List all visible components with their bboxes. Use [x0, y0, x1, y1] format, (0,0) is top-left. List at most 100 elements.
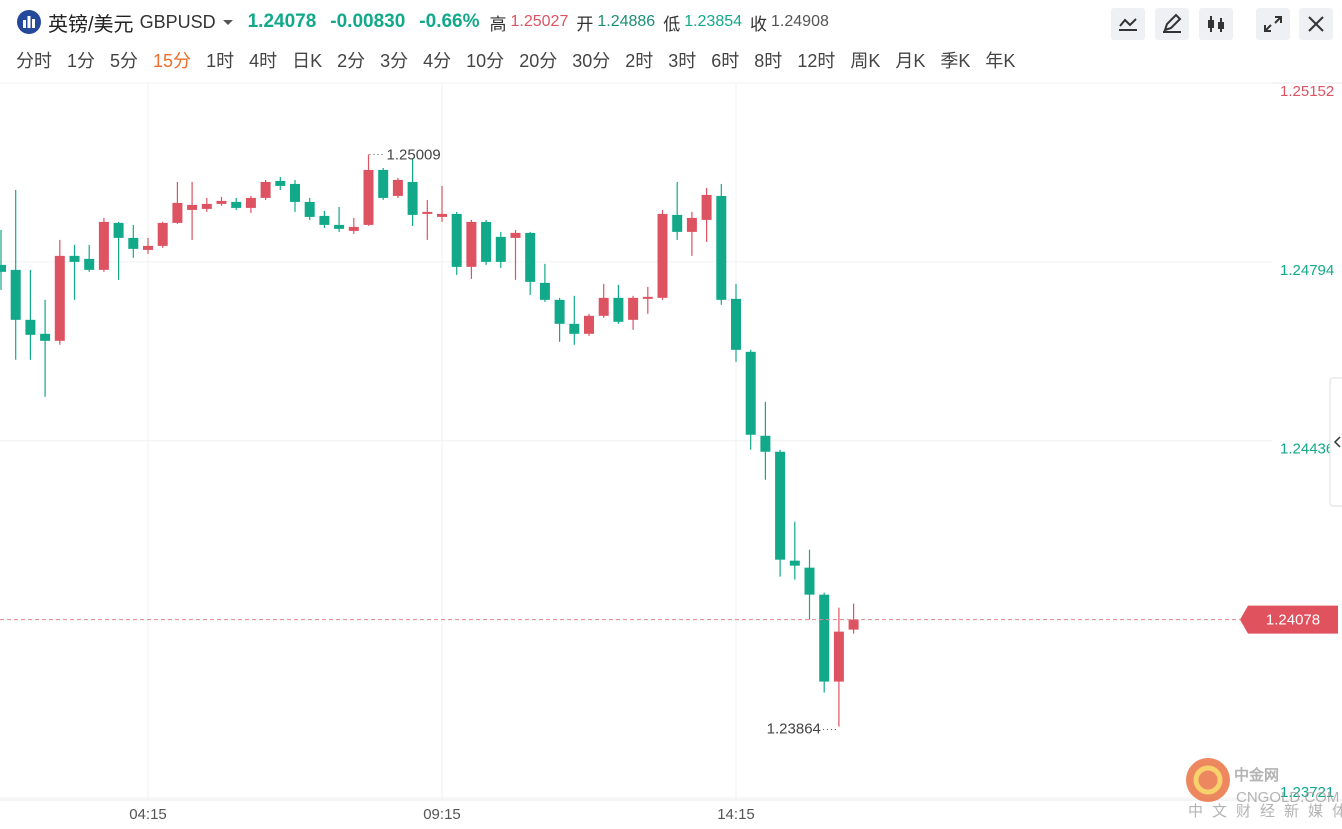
y-tick-label: 1.24794 — [1280, 262, 1334, 279]
candle-body — [819, 594, 830, 682]
period-tab[interactable]: 15分 — [153, 51, 192, 71]
watermark-brand: 中金网 — [1234, 766, 1279, 784]
candle-body — [10, 269, 21, 320]
watermark-domain: CNGOLD.COM — [1236, 789, 1339, 806]
candle-body — [628, 297, 639, 320]
period-tab[interactable]: 20分 — [519, 51, 558, 71]
period-tab[interactable]: 10分 — [466, 51, 505, 71]
period-tab[interactable]: 3时 — [668, 51, 697, 71]
period-tab[interactable]: 分时 — [16, 51, 52, 71]
candle-body — [348, 226, 359, 231]
last-price-tag — [1240, 605, 1338, 634]
header: 英镑/美元 GBPUSD 1.24078 -0.00830 -0.66% 高 1.… — [16, 8, 837, 36]
candle-body — [745, 351, 756, 435]
period-tab[interactable]: 4分 — [423, 51, 452, 71]
candle-body — [172, 202, 183, 223]
period-tabs: 分时 1分 5分 15分 1时 4时 日K 2分 3分 4分 10分 20分 30分 2时 3时 6时 8时 12… — [16, 46, 1015, 74]
period-tab[interactable]: 6时 — [711, 51, 740, 71]
icon — [1264, 16, 1282, 32]
candle-body — [201, 203, 212, 209]
candle-body — [407, 181, 418, 215]
period-tab[interactable]: 季K — [940, 51, 971, 71]
period-tab[interactable]: 30分 — [572, 51, 611, 71]
candle-body — [642, 296, 653, 299]
period-tab[interactable]: 8时 — [754, 51, 783, 71]
candle-body — [510, 232, 521, 238]
candle-body — [84, 258, 95, 270]
period-tab[interactable]: 12时 — [797, 51, 836, 71]
period-tab[interactable]: 年K — [985, 51, 1016, 71]
candle-body — [584, 315, 594, 334]
stat-value: 1.24886 — [597, 13, 656, 30]
candle-body — [319, 215, 330, 225]
x-tick-label: 14:15 — [717, 806, 755, 823]
candle-body — [231, 201, 242, 208]
icon — [1308, 16, 1324, 32]
stat-value: 1.24908 — [771, 13, 829, 30]
dropdown-arrow[interactable] — [222, 17, 234, 27]
candle-body — [789, 560, 800, 566]
candle-body — [128, 237, 139, 249]
period-tab[interactable]: 1分 — [67, 51, 96, 71]
logo-icon — [17, 10, 41, 34]
min-annotation: 1.23864 — [767, 721, 821, 738]
candle-body — [672, 214, 683, 232]
candle-body — [833, 631, 844, 682]
candle-body — [378, 169, 389, 198]
candle-body — [686, 217, 697, 232]
period-tab[interactable]: 4时 — [249, 51, 278, 71]
change-percent: -0.66% — [419, 11, 480, 32]
period-tab[interactable]: 2分 — [337, 51, 366, 71]
candle-body — [716, 195, 727, 300]
stat-value: 1.23854 — [684, 13, 743, 30]
draw-button[interactable] — [1155, 8, 1189, 40]
symbol[interactable]: GBPUSD — [139, 11, 216, 32]
last-price: 1.24078 — [247, 11, 317, 32]
candle-body — [245, 197, 256, 208]
candle-body — [304, 201, 315, 217]
last-price-label: 1.24078 — [1266, 612, 1320, 629]
max-annotation: 1.25009 — [387, 146, 441, 163]
period-tab[interactable]: 2时 — [625, 51, 654, 71]
period-tab[interactable]: 月K — [895, 51, 926, 71]
candle-body — [0, 264, 6, 272]
candle-body — [481, 221, 492, 262]
candle-body — [54, 255, 65, 341]
candle-body — [187, 204, 198, 210]
x-tick-label: 09:15 — [423, 806, 461, 823]
icon — [1208, 16, 1224, 32]
candle-body — [363, 169, 374, 225]
candle-body — [848, 619, 859, 630]
stat-label: 收 — [750, 14, 768, 34]
candle-body — [554, 299, 565, 324]
candle-body — [613, 297, 624, 322]
instrument-name: 英镑/美元 — [48, 13, 134, 36]
candle-body — [804, 567, 815, 595]
close-button[interactable] — [1299, 8, 1333, 40]
period-tab[interactable]: 3分 — [380, 51, 409, 71]
chart-type-button[interactable] — [1199, 8, 1233, 40]
indicator-button[interactable] — [1111, 8, 1145, 40]
period-tab[interactable]: 5分 — [110, 51, 139, 71]
candle-body — [260, 181, 271, 198]
stats: 高 1.25027 开 1.24886 低 1.23854 收 1.24908 — [490, 10, 837, 35]
period-tab[interactable]: 1时 — [206, 51, 235, 71]
candle-body — [392, 179, 403, 196]
x-tick-label: 04:15 — [129, 806, 167, 823]
candle-body — [495, 236, 506, 262]
candle-body — [451, 213, 462, 267]
stat-label: 高 — [489, 14, 507, 34]
candle-body — [275, 180, 286, 186]
watermark-logo-inner — [1193, 765, 1223, 795]
period-tab[interactable]: 周K — [850, 51, 881, 71]
fullscreen-button[interactable] — [1256, 8, 1290, 40]
candle-body — [598, 297, 609, 316]
change: -0.00830 — [330, 11, 406, 32]
period-tab[interactable]: 日K — [292, 51, 323, 71]
candle-body — [760, 435, 771, 452]
candle-body — [539, 282, 550, 300]
candle-body — [525, 232, 536, 282]
candle-body — [775, 451, 786, 560]
candle-body — [216, 200, 227, 204]
